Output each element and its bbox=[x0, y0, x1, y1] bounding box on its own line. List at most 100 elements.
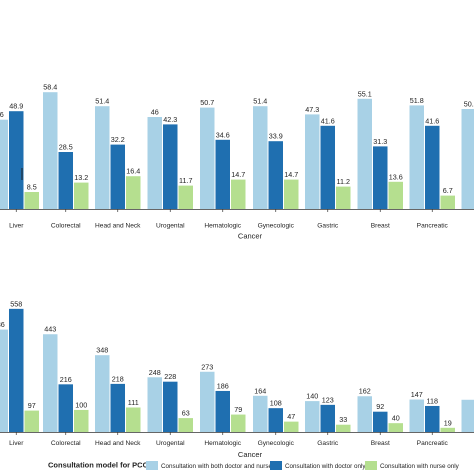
bar-nurse-only-gynecologic bbox=[284, 179, 299, 209]
data-label-nurse-only-gynecologic: 14.7 bbox=[284, 170, 298, 179]
x-tick-label-colorectal: Colorectal bbox=[51, 223, 81, 230]
data-label-both-doctor-nurse-colorectal: 58.4 bbox=[43, 83, 57, 92]
data-label-nurse-only-head-and-neck: 111 bbox=[128, 398, 139, 407]
bar-both-doctor-nurse-e bbox=[461, 109, 474, 209]
data-label-doctor-only-urogental: 228 bbox=[164, 372, 176, 381]
data-label-nurse-only-breast: 13.6 bbox=[389, 172, 403, 181]
bar-both-doctor-nurse-colorectal bbox=[43, 334, 58, 432]
bar-nurse-only-hematologic bbox=[231, 179, 246, 209]
data-label-doctor-only-breast: 92 bbox=[376, 402, 384, 411]
data-label-doctor-only-pancreatic: 118 bbox=[427, 396, 438, 405]
data-label-doctor-only-head-and-neck: 32.2 bbox=[111, 135, 125, 144]
legend-label-nurse: Consultation with nurse only bbox=[380, 463, 460, 470]
bar-nurse-only-liver bbox=[24, 410, 39, 432]
data-label-both-doctor-nurse-gastric: 47.3 bbox=[305, 105, 319, 114]
bar-both-doctor-nurse-breast bbox=[357, 396, 372, 432]
data-label-doctor-only-liver: 48.9 bbox=[9, 102, 23, 111]
bar-both-doctor-nurse-head-and-neck bbox=[95, 355, 110, 432]
x-tick-label-head-and-neck: Head and Neck bbox=[95, 223, 141, 230]
data-label-both-doctor-nurse-gynecologic: 51.4 bbox=[253, 97, 267, 106]
data-label-doctor-only-gynecologic: 108 bbox=[270, 399, 282, 408]
bar-doctor-only-urogental bbox=[163, 381, 178, 432]
x-tick-label-urogental: Urogental bbox=[156, 440, 185, 447]
bar-nurse-only-head-and-neck bbox=[126, 176, 141, 209]
bar-nurse-only-pancreatic bbox=[440, 427, 455, 432]
x-tick-label-gynecologic: Gynecologic bbox=[258, 223, 295, 230]
data-label-both-doctor-nurse-urogental: 248 bbox=[149, 368, 161, 377]
x-tick-label-colorectal: Colorectal bbox=[51, 440, 81, 447]
chart-legend: Consultation model for PCCS Consultation… bbox=[48, 461, 460, 470]
data-label-nurse-only-hematologic: 14.7 bbox=[231, 170, 245, 179]
bar-nurse-only-breast bbox=[388, 181, 403, 209]
data-label-nurse-only-pancreatic: 6.7 bbox=[443, 186, 453, 195]
bar-both-doctor-nurse-pancreatic bbox=[409, 105, 424, 209]
bar-doctor-only-hematologic bbox=[215, 139, 230, 209]
bar-both-doctor-nurse-urogental bbox=[147, 117, 162, 209]
bar-doctor-only-pancreatic bbox=[425, 125, 440, 209]
data-label-doctor-only-urogental: 42.3 bbox=[163, 115, 177, 124]
x-tick-label-urogental: Urogental bbox=[156, 223, 185, 230]
data-label-both-doctor-nurse-breast: 162 bbox=[359, 387, 371, 396]
data-label-doctor-only-gynecologic: 33.9 bbox=[269, 132, 283, 141]
data-label-both-doctor-nurse-urogental: 46 bbox=[151, 108, 159, 117]
bar-nurse-only-hematologic bbox=[231, 414, 246, 432]
data-label-both-doctor-nurse-hematologic: 273 bbox=[201, 362, 213, 371]
bar-nurse-only-colorectal bbox=[74, 409, 89, 432]
data-label-doctor-only-gastric: 123 bbox=[322, 395, 334, 404]
percentage-chart-panel: .6 48.9 8.5 Liver 58.4 28.5 13.2 Colorectal 51.4… bbox=[0, 83, 474, 241]
x-tick-label-breast: Breast bbox=[371, 440, 390, 447]
bar-nurse-only-breast bbox=[388, 423, 403, 432]
bar-doctor-only-gastric bbox=[320, 404, 335, 432]
x-tick-label-pancreatic: Pancreatic bbox=[417, 440, 449, 447]
bar-doctor-only-hematologic bbox=[215, 390, 230, 432]
x-tick-label-gastric: Gastric bbox=[317, 440, 339, 447]
data-label-doctor-only-liver: 558 bbox=[10, 299, 22, 308]
data-label-both-doctor-nurse-liver: .6 bbox=[0, 110, 4, 119]
data-label-nurse-only-colorectal: 13.2 bbox=[74, 173, 88, 182]
data-label-nurse-only-urogental: 63 bbox=[182, 409, 190, 418]
bar-doctor-only-liver bbox=[9, 308, 24, 432]
bar-both-doctor-nurse-gastric bbox=[305, 114, 320, 209]
bar-nurse-only-pancreatic bbox=[440, 195, 455, 209]
data-label-both-doctor-nurse-liver: 86 bbox=[0, 320, 5, 329]
bar-both-doctor-nurse-hematologic bbox=[200, 107, 215, 209]
bar-both-doctor-nurse-colorectal bbox=[43, 92, 58, 209]
x-tick-label-liver: Liver bbox=[9, 440, 24, 447]
data-label-nurse-only-urogental: 11.7 bbox=[179, 176, 192, 185]
data-label-both-doctor-nurse-head-and-neck: 51.4 bbox=[95, 97, 109, 106]
data-label-nurse-only-gynecologic: 47 bbox=[287, 412, 295, 421]
data-label-both-doctor-nurse-head-and-neck: 348 bbox=[96, 346, 108, 355]
bar-doctor-only-gynecologic bbox=[268, 141, 283, 209]
bar-both-doctor-nurse-liver bbox=[0, 329, 8, 432]
data-label-nurse-only-breast: 40 bbox=[392, 414, 400, 423]
bar-nurse-only-urogental bbox=[178, 185, 193, 209]
x-tick-label-liver: Liver bbox=[9, 223, 24, 230]
bar-both-doctor-nurse-breast bbox=[357, 98, 372, 209]
data-label-doctor-only-breast: 31.3 bbox=[373, 137, 387, 146]
bar-nurse-only-gynecologic bbox=[284, 421, 299, 432]
bar-nurse-only-gastric bbox=[336, 424, 351, 432]
x-axis-title: Cancer bbox=[238, 232, 263, 241]
x-tick-label-head-and-neck: Head and Neck bbox=[95, 440, 141, 447]
x-tick-label-gastric: Gastric bbox=[317, 223, 339, 230]
data-label-both-doctor-nurse-pancreatic: 51.8 bbox=[410, 96, 424, 105]
data-label-both-doctor-nurse-colorectal: 443 bbox=[44, 325, 56, 334]
bar-doctor-only-urogental bbox=[163, 124, 178, 209]
data-label-both-doctor-nurse-gastric: 140 bbox=[306, 392, 318, 401]
legend-title: Consultation model for PCCS bbox=[48, 461, 153, 470]
data-label-both-doctor-nurse-hematologic: 50.7 bbox=[200, 98, 214, 107]
data-label-nurse-only-gastric: 11.2 bbox=[337, 177, 350, 186]
bar-doctor-only-breast bbox=[373, 411, 388, 432]
bar-nurse-only-urogental bbox=[178, 418, 193, 432]
bar-doctor-only-liver bbox=[9, 111, 24, 209]
data-label-nurse-only-head-and-neck: 16.4 bbox=[126, 167, 140, 176]
data-label-both-doctor-nurse-pancreatic: 147 bbox=[411, 390, 423, 399]
legend-label-doctor: Consultation with doctor only bbox=[285, 463, 366, 470]
x-tick-label-gynecologic: Gynecologic bbox=[258, 440, 295, 447]
legend-swatch-both bbox=[146, 461, 158, 470]
x-tick-label-pancreatic: Pancreatic bbox=[417, 223, 449, 230]
data-label-doctor-only-colorectal: 216 bbox=[60, 375, 72, 384]
bar-nurse-only-head-and-neck bbox=[126, 407, 141, 432]
data-label-doctor-only-hematologic: 186 bbox=[217, 381, 229, 390]
